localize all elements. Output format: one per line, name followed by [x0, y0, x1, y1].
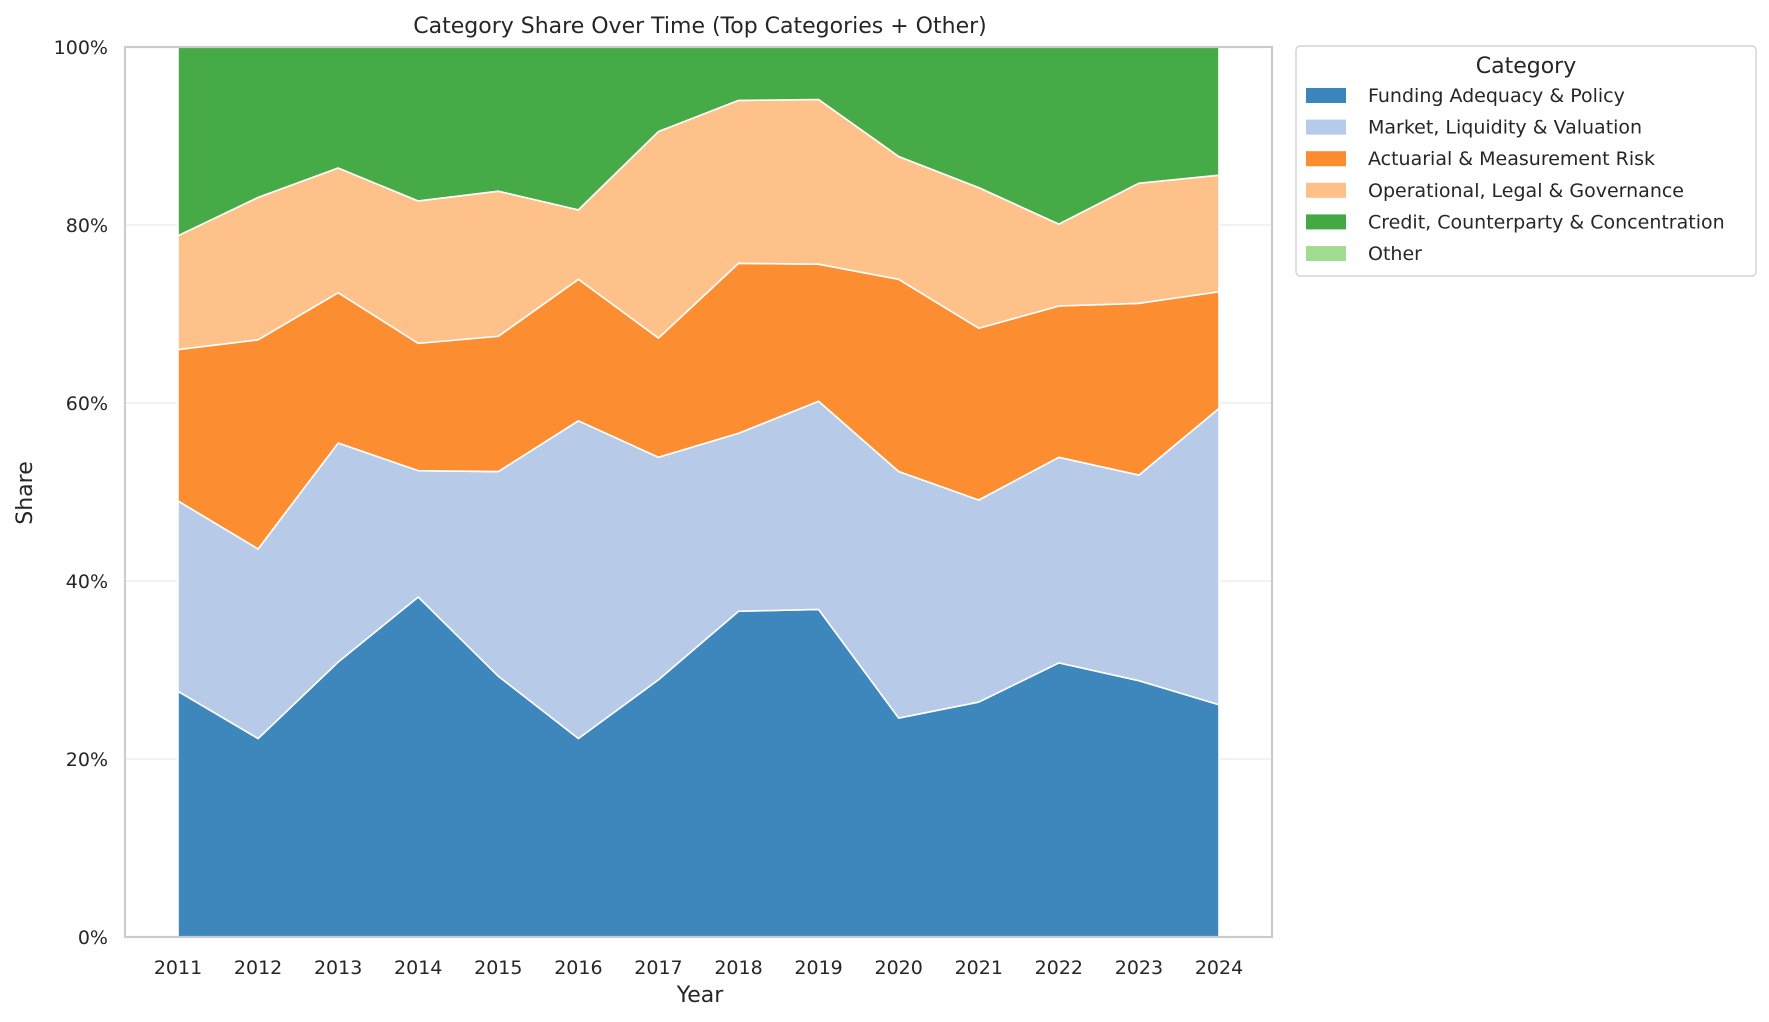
- y-axis-title: Share: [13, 461, 38, 525]
- x-tick-label: 2016: [554, 957, 602, 979]
- legend-label: Other: [1368, 243, 1422, 265]
- x-tick-label: 2011: [154, 957, 202, 979]
- legend-swatch: [1306, 119, 1346, 135]
- legend-label: Actuarial & Measurement Risk: [1368, 148, 1655, 170]
- x-tick-label: 2015: [474, 957, 522, 979]
- legend-swatch: [1306, 151, 1346, 167]
- x-tick-label: 2021: [955, 957, 1003, 979]
- x-tick-label: 2018: [714, 957, 762, 979]
- x-tick-label: 2017: [634, 957, 682, 979]
- y-tick-label: 0%: [78, 927, 108, 949]
- legend-swatch: [1306, 214, 1346, 230]
- legend: Category Funding Adequacy & Policy Market…: [1295, 45, 1757, 277]
- legend-label: Credit, Counterparty & Concentration: [1368, 211, 1725, 233]
- chart-title: Category Share Over Time (Top Categories…: [413, 14, 986, 39]
- legend-swatch: [1306, 182, 1346, 198]
- legend-label: Operational, Legal & Governance: [1368, 180, 1684, 202]
- y-tick-label: 40%: [66, 571, 108, 593]
- y-tick-label: 60%: [66, 393, 108, 415]
- legend-label: Funding Adequacy & Policy: [1368, 85, 1625, 107]
- x-tick-label: 2022: [1035, 957, 1083, 979]
- legend-swatch: [1306, 246, 1346, 261]
- x-tick-label: 2012: [234, 957, 282, 979]
- y-tick-label: 80%: [66, 215, 108, 237]
- y-tick-label: 20%: [66, 749, 108, 771]
- legend-label: Market, Liquidity & Valuation: [1368, 117, 1642, 139]
- x-tick-label: 2023: [1115, 957, 1163, 979]
- x-tick-label: 2013: [314, 957, 362, 979]
- y-tick-label: 100%: [54, 37, 108, 59]
- x-tick-label: 2019: [794, 957, 842, 979]
- legend-frame: [1295, 45, 1757, 277]
- x-tick-label: 2014: [394, 957, 442, 979]
- plot-frame: [123, 45, 1274, 939]
- legend-title: Category: [1476, 54, 1577, 79]
- x-axis-title: Year: [676, 983, 725, 1008]
- x-tick-label: 2024: [1195, 957, 1243, 979]
- legend-swatch: [1306, 88, 1346, 103]
- x-tick-label: 2020: [875, 957, 923, 979]
